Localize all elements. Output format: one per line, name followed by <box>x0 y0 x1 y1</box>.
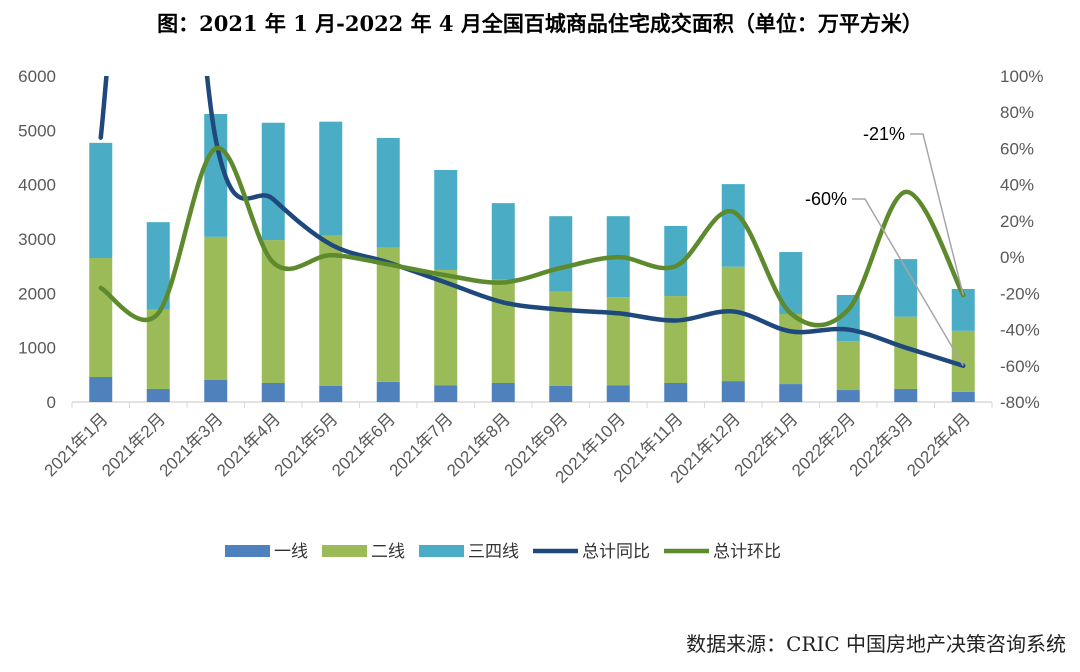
bar-二线 <box>779 313 803 385</box>
y-left-tick-label: 2000 <box>18 284 56 303</box>
bar-三四线 <box>146 222 170 310</box>
bar-一线 <box>319 385 343 402</box>
bar-二线 <box>721 266 745 382</box>
bar-三四线 <box>664 225 688 297</box>
y-right-tick-label: 20% <box>1000 212 1034 231</box>
legend-swatch <box>225 545 270 557</box>
legend-label: 总计同比 <box>582 542 650 562</box>
bar-二线 <box>836 341 860 391</box>
legend-label: 三四线 <box>468 542 519 562</box>
bar-一线 <box>836 390 860 402</box>
y-left-tick-label: 1000 <box>18 339 56 358</box>
bar-二线 <box>319 235 343 386</box>
y-right-tick-label: -80% <box>1000 393 1040 412</box>
bar-三四线 <box>376 137 400 248</box>
legend-swatch <box>322 545 367 557</box>
bar-一线 <box>491 382 515 402</box>
bar-一线 <box>434 385 458 402</box>
bar-二线 <box>491 279 515 383</box>
bar-三四线 <box>549 216 573 292</box>
line-总计环比 <box>98 146 966 328</box>
bar-二线 <box>606 297 630 386</box>
bar-三四线 <box>261 122 285 241</box>
bar-二线 <box>434 269 458 386</box>
bar-二线 <box>146 309 170 389</box>
bar-三四线 <box>204 114 228 237</box>
bar-二线 <box>261 240 285 383</box>
bar-三四线 <box>779 252 803 314</box>
line-总计同比 <box>98 76 966 369</box>
legend-label: 一线 <box>274 542 308 562</box>
legend-label: 总计环比 <box>713 542 781 562</box>
y-right-tick-label: -40% <box>1000 321 1040 340</box>
bar-一线 <box>261 382 285 402</box>
y-left-tick-label: 4000 <box>18 176 56 195</box>
y-right-tick-label: 0% <box>1000 248 1025 267</box>
y-right-tick-label: -20% <box>1000 284 1040 303</box>
bar-一线 <box>779 384 803 402</box>
annotation-label: -21% <box>863 124 905 144</box>
bar-一线 <box>664 382 688 402</box>
bar-三四线 <box>951 288 975 331</box>
legend-label: 二线 <box>371 542 405 562</box>
bar-一线 <box>204 379 228 402</box>
y-left-tick-label: 5000 <box>18 121 56 140</box>
bar-一线 <box>721 381 745 402</box>
bar-一线 <box>951 391 975 402</box>
y-right-tick-label: 80% <box>1000 103 1034 122</box>
bar-二线 <box>549 291 573 386</box>
x-tick-label: 2022年4月 <box>903 409 974 480</box>
y-right-tick-label: -60% <box>1000 357 1040 376</box>
bar-二线 <box>376 247 400 382</box>
y-left-tick-label: 0 <box>47 393 56 412</box>
bar-一线 <box>606 385 630 402</box>
annotation-label: -60% <box>805 189 847 209</box>
bar-一线 <box>894 388 918 402</box>
y-left-tick-label: 3000 <box>18 230 56 249</box>
bar-一线 <box>89 377 113 402</box>
bar-三四线 <box>319 121 343 236</box>
bar-二线 <box>951 330 975 392</box>
bar-一线 <box>146 388 170 402</box>
bar-三四线 <box>721 184 745 267</box>
bar-二线 <box>204 236 228 380</box>
annotation-leader <box>852 198 964 367</box>
legend-swatch <box>419 545 464 557</box>
annotation-leader <box>910 133 964 296</box>
bar-三四线 <box>894 259 918 317</box>
bar-三四线 <box>434 169 458 270</box>
bar-一线 <box>549 385 573 402</box>
bar-一线 <box>376 381 400 402</box>
bar-三四线 <box>491 203 515 280</box>
bar-二线 <box>894 316 918 389</box>
chart-title: 图：2021 年 1 月-2022 年 4 月全国百城商品住宅成交面积（单位：万… <box>157 11 923 36</box>
bar-二线 <box>89 258 113 378</box>
y-right-tick-label: 60% <box>1000 139 1034 158</box>
y-right-tick-label: 40% <box>1000 176 1034 195</box>
bar-二线 <box>664 296 688 383</box>
y-left-tick-label: 6000 <box>18 67 56 86</box>
y-right-tick-label: 100% <box>1000 67 1043 86</box>
bar-三四线 <box>89 142 113 259</box>
source-note: 数据来源：CRIC 中国房地产决策咨询系统 <box>686 632 1066 656</box>
